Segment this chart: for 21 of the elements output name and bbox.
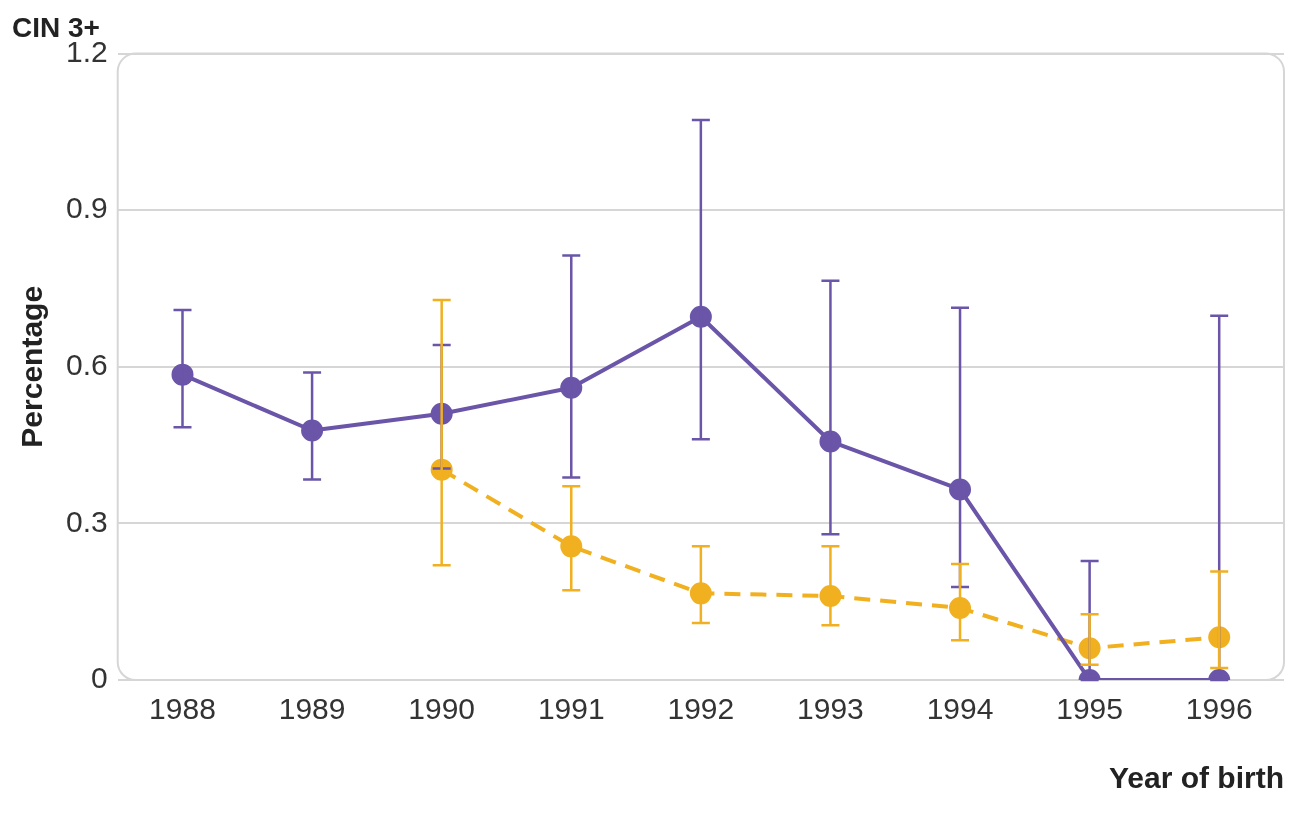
y-tick-label: 0.6 xyxy=(65,348,108,382)
y-tick-label: 0 xyxy=(91,661,108,695)
x-tick-label: 1994 xyxy=(926,692,994,726)
point xyxy=(1208,626,1231,649)
x-tick-label: 1995 xyxy=(1056,692,1123,726)
x-tick-label: 1992 xyxy=(667,692,735,726)
x-tick-label: 1993 xyxy=(797,692,864,726)
y-axis-title: Percentage xyxy=(15,285,49,448)
y-tick-label: 0.3 xyxy=(65,504,108,538)
point xyxy=(689,582,712,605)
x-tick-label: 1991 xyxy=(537,692,605,726)
x-axis-title: Year of birth xyxy=(1108,761,1284,795)
x-tick-label: 1989 xyxy=(278,692,346,726)
x-tick-label: 1990 xyxy=(408,692,476,726)
point xyxy=(301,419,324,442)
x-tick-label: 1996 xyxy=(1185,692,1253,726)
point xyxy=(949,596,972,619)
point xyxy=(949,478,972,501)
point xyxy=(689,305,712,328)
y-tick-label: 0.9 xyxy=(65,191,108,225)
x-tick-label: 1988 xyxy=(149,692,216,726)
